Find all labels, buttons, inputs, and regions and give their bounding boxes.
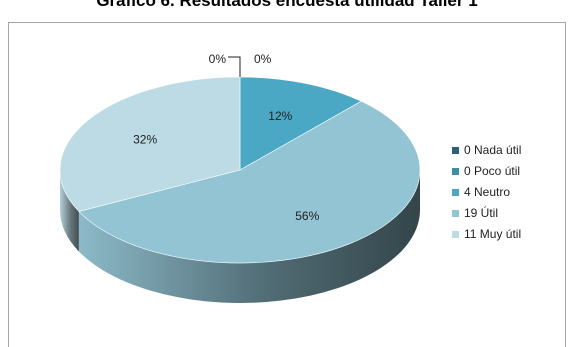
pie-slice-3[interactable] bbox=[78, 100, 421, 264]
legend-swatch-0 bbox=[452, 147, 459, 154]
legend-swatch-2 bbox=[452, 189, 459, 196]
data-label-3: 56% bbox=[295, 209, 319, 223]
legend-label-1: 0 Poco útil bbox=[464, 164, 520, 178]
data-labels: 0% 0% 12% 56% 32% bbox=[133, 52, 319, 223]
pie-side-walls bbox=[60, 170, 421, 304]
pie-slice-2[interactable] bbox=[239, 76, 362, 171]
legend-swatch-3 bbox=[452, 210, 459, 217]
data-label-4: 32% bbox=[133, 133, 157, 147]
legend-label-3: 19 Útil bbox=[464, 205, 498, 220]
data-label-1: 0% bbox=[254, 52, 272, 66]
data-label-0: 0% bbox=[209, 52, 227, 66]
data-label-2: 12% bbox=[268, 109, 292, 123]
legend: 0 Nada útil 0 Poco útil 4 Neutro 19 Útil 11 … bbox=[452, 143, 521, 241]
legend-label-4: 11 Muy útil bbox=[464, 227, 521, 241]
legend-label-2: 4 Neutro bbox=[464, 185, 510, 199]
legend-swatch-1 bbox=[452, 168, 459, 175]
pie-side-3 bbox=[78, 170, 421, 304]
pie-slices bbox=[59, 76, 421, 264]
pie-side-4 bbox=[60, 170, 79, 252]
pie-slice-4[interactable] bbox=[59, 76, 241, 212]
zero-label-leader-line bbox=[228, 56, 241, 77]
legend-swatch-4 bbox=[452, 231, 459, 238]
chart-title: Gráfico 6. Resultados encuesta utilidad … bbox=[96, 0, 478, 10]
legend-label-0: 0 Nada útil bbox=[464, 143, 521, 157]
